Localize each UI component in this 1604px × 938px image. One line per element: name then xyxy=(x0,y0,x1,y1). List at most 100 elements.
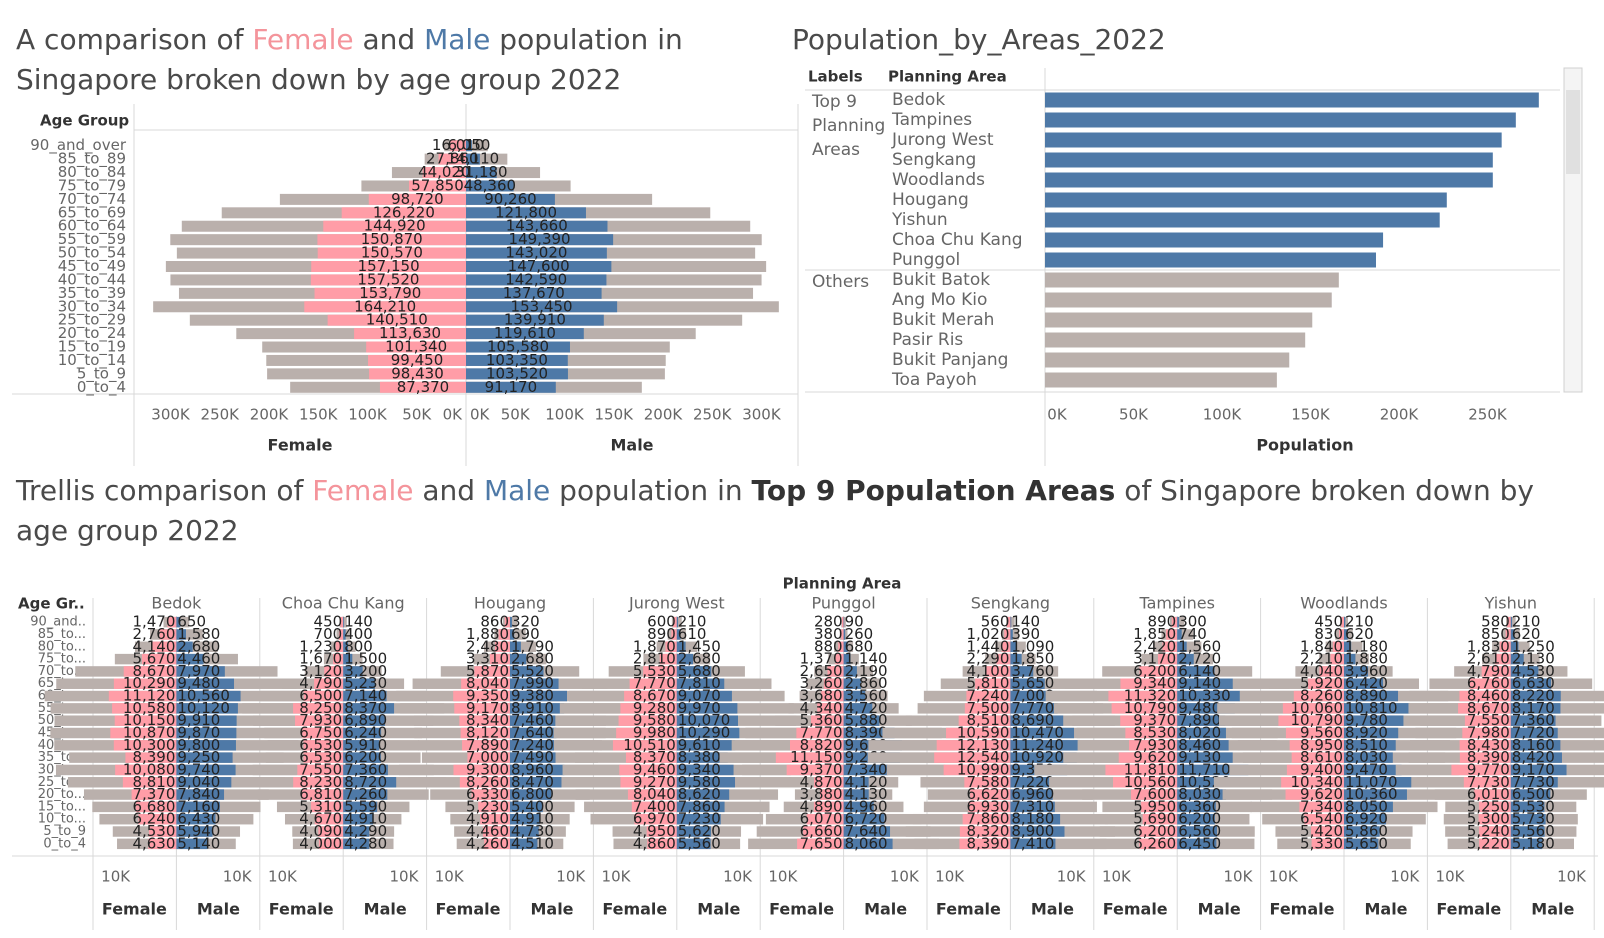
areas-scrollbar-thumb[interactable] xyxy=(1566,90,1580,174)
trellis-male-value: 4,720 xyxy=(845,699,888,717)
trellis-male-value: 10,920 xyxy=(1011,748,1064,766)
pyramid-right-tick: 200K xyxy=(644,406,684,424)
trellis-female-value: 9,280 xyxy=(633,699,676,717)
trellis-female-value: 6,620 xyxy=(966,785,1009,803)
trellis-female-value: 560 xyxy=(981,613,1010,631)
trellis-male-bar xyxy=(1010,629,1013,640)
trellis-male-bar xyxy=(1510,715,1556,726)
trellis-male-bar xyxy=(343,764,388,776)
trellis-male-bar xyxy=(1344,616,1346,628)
trellis-male-bar xyxy=(1010,690,1053,702)
trellis-female-bar xyxy=(1289,740,1344,751)
trellis-female-value: 1,230 xyxy=(299,637,342,655)
trellis-female-value: 5,300 xyxy=(1467,810,1510,828)
trellis-total-right-bar xyxy=(1510,838,1574,850)
trellis-female-bar xyxy=(340,616,344,628)
trellis-female-bar xyxy=(494,641,510,653)
trellis-male-axis-title: Male xyxy=(1531,900,1574,919)
trellis-female-bar xyxy=(631,801,677,813)
trellis-male-bar xyxy=(1510,813,1546,825)
trellis-female-bar xyxy=(1459,690,1511,702)
trellis-male-bar xyxy=(1177,653,1194,665)
area-name-label: Bukit Batok xyxy=(892,270,990,290)
trellis-female-value: 6,810 xyxy=(299,785,342,803)
trellis-female-bar xyxy=(303,740,344,751)
trellis-female-value: 1,440 xyxy=(966,637,1009,655)
pyramid-left-tick: 300K xyxy=(151,406,191,424)
pyramid-total-left-bar xyxy=(267,368,466,380)
trellis-female-bar xyxy=(471,789,510,800)
pyramid-female-bar xyxy=(341,207,466,219)
trellis-female-bar xyxy=(1311,838,1344,850)
trellis-male-bar xyxy=(676,789,730,800)
trellis-female-value: 5,870 xyxy=(466,662,509,680)
trellis-male-bar xyxy=(1177,703,1235,714)
trellis-female-bar xyxy=(1481,666,1511,677)
trellis-male-bar xyxy=(343,715,386,726)
trellis-female-value: 8,670 xyxy=(633,687,676,705)
trellis-male-bar xyxy=(176,826,213,837)
trellis-male-axis-title: Male xyxy=(1031,900,1074,919)
trellis-male-bar xyxy=(510,777,562,788)
trellis-male-bar xyxy=(176,629,187,640)
trellis-male-bar xyxy=(676,678,725,689)
trellis-female-value: 3,120 xyxy=(299,662,342,680)
pyramid-right-tick: 100K xyxy=(545,406,585,424)
area-population-bar xyxy=(1045,272,1339,288)
trellis-male-value: 9,340 xyxy=(678,760,721,778)
area-population-bar xyxy=(1045,212,1440,228)
trellis-female-bar xyxy=(467,752,510,763)
trellis-total-left-bar xyxy=(257,789,344,800)
trellis-male-value: 210 xyxy=(1512,613,1541,631)
trellis-female-value: 7,600 xyxy=(1133,785,1176,803)
trellis-male-value: 6,630 xyxy=(1512,674,1555,692)
trellis-male-bar xyxy=(510,715,556,726)
trellis-total-left-bar xyxy=(557,715,677,726)
trellis-male-bar xyxy=(343,703,395,714)
pyramid-male-bar xyxy=(466,274,607,286)
trellis-male-value: 8,020 xyxy=(1178,724,1221,742)
trellis-female-bar xyxy=(1113,777,1178,788)
trellis-male-value: 650 xyxy=(177,613,206,631)
trellis-male-value: 5,560 xyxy=(1512,822,1555,840)
trellis-total-left-bar xyxy=(1104,813,1178,825)
trellis-female-bar xyxy=(1478,813,1511,825)
trellis-female-bar xyxy=(112,703,177,714)
trellis-female-bar xyxy=(1278,715,1344,726)
trellis-age-label: 70_to... xyxy=(38,664,86,679)
trellis-panel-title: Woodlands xyxy=(1300,594,1388,613)
trellis-total-right-bar xyxy=(510,629,526,640)
trellis-male-bar xyxy=(1344,740,1396,751)
trellis-total-right-bar xyxy=(176,678,297,689)
trellis-female-value: 4,090 xyxy=(299,822,342,840)
trellis-left-tick: 10K xyxy=(935,868,965,886)
trellis-female-value: 10,510 xyxy=(623,736,676,754)
trellis-male-value: 10,360 xyxy=(1345,785,1398,803)
area-name-label: Jurong West xyxy=(891,130,994,150)
trellis-male-bar xyxy=(1344,813,1387,825)
age-group-label: 20_to_24 xyxy=(58,324,126,343)
trellis-female-bar xyxy=(786,764,844,776)
trellis-male-bar xyxy=(176,653,204,665)
trellis-female-value: 7,500 xyxy=(966,699,1009,717)
trellis-female-value: 5,220 xyxy=(1467,834,1510,852)
trellis-male-bar xyxy=(1010,641,1018,653)
trellis-male-bar xyxy=(1510,690,1561,702)
trellis-male-value: 8,030 xyxy=(1345,748,1388,766)
trellis-male-bar xyxy=(1344,838,1379,850)
trellis-male-bar xyxy=(1010,777,1055,788)
trellis-female-bar xyxy=(1165,629,1178,640)
pyramid-female-bar xyxy=(314,287,466,299)
trellis-male-bar xyxy=(343,740,380,751)
trellis-total-right-bar xyxy=(1010,653,1036,665)
trellis-total-right-bar xyxy=(510,666,580,677)
trellis-total-left-bar xyxy=(430,789,510,800)
trellis-total-left-bar xyxy=(1262,813,1344,825)
trellis-male-axis-title: Male xyxy=(697,900,740,919)
trellis-male-value: 5,940 xyxy=(177,822,220,840)
trellis-male-value: 4,910 xyxy=(511,810,554,828)
trellis-male-bar xyxy=(843,727,895,739)
trellis-female-value: 8,340 xyxy=(466,711,509,729)
trellis-female-value: 8,670 xyxy=(132,662,175,680)
trellis-male-bar xyxy=(176,727,237,739)
